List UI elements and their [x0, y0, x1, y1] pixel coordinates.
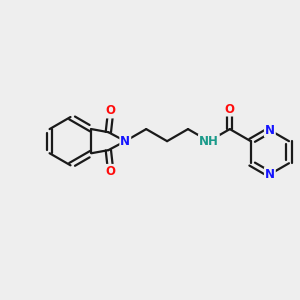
Text: O: O	[106, 165, 116, 178]
Text: NH: NH	[199, 135, 219, 148]
Text: N: N	[265, 168, 275, 181]
Text: O: O	[225, 103, 235, 116]
Text: O: O	[106, 104, 116, 118]
Text: N: N	[120, 135, 130, 148]
Text: N: N	[265, 124, 275, 136]
